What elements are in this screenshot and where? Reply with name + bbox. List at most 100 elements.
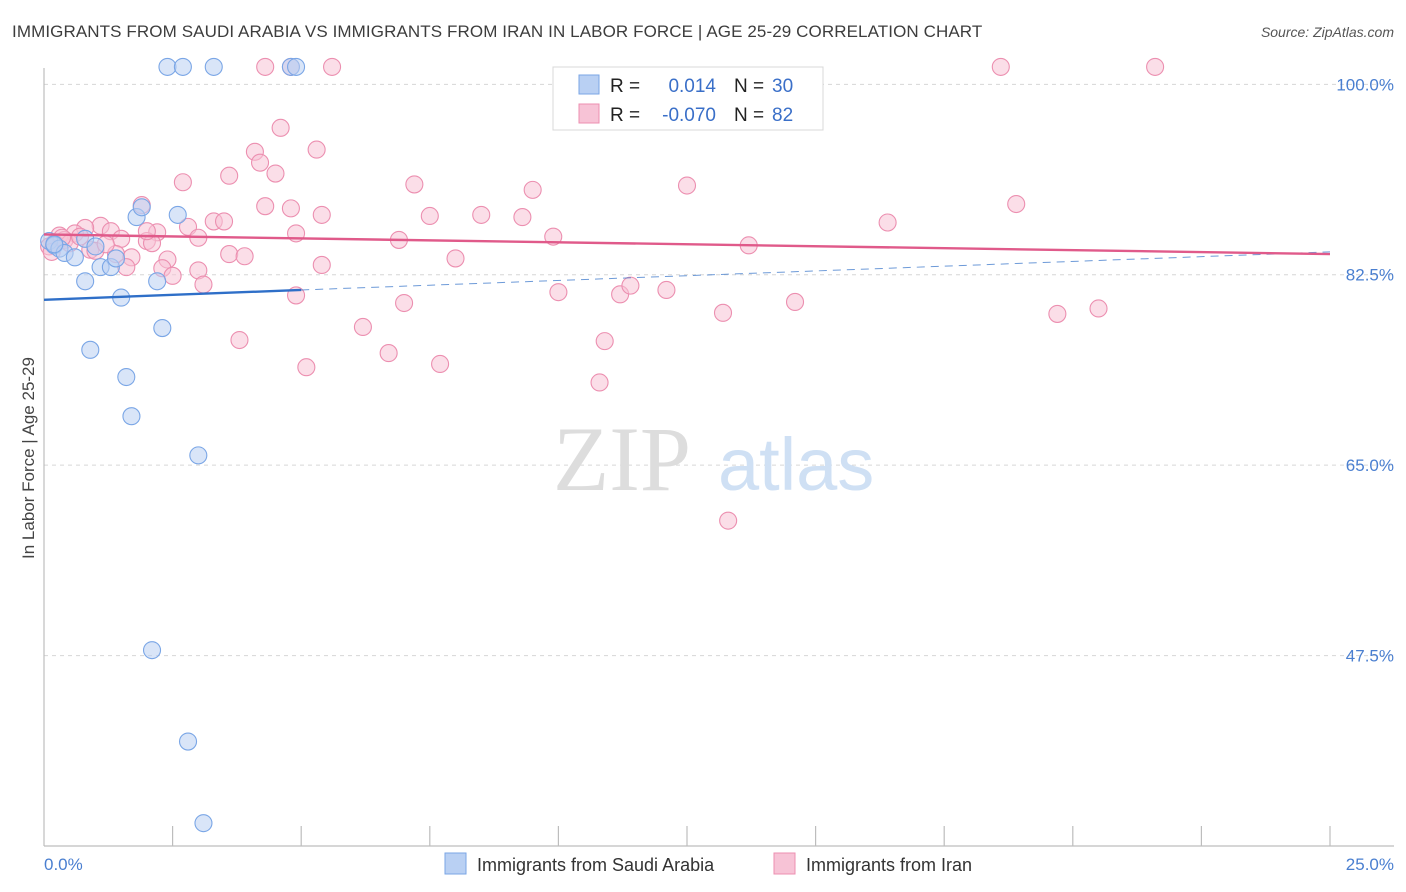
point-saudi-16 [132,198,151,217]
point-iran-13 [523,180,542,199]
point-iran-52 [163,266,182,285]
y-tick-label-2: 65.0% [1346,456,1394,475]
point-saudi-9 [65,248,84,267]
point-iran-70 [431,354,450,374]
data-points [40,57,1165,833]
stats-r-label-saudi: R = [610,76,640,97]
point-iran-58 [395,293,414,313]
point-saudi-0 [158,57,177,76]
watermark-zip: ZIP [553,408,691,510]
stats-swatch-iran [578,103,600,124]
point-saudi-4 [287,57,306,76]
bottom-legend: Immigrants from Saudi Arabia Immigrants … [444,852,972,875]
point-iran-56 [446,249,465,268]
point-iran-16 [256,197,275,216]
legend-swatch-iran [773,852,796,875]
x-tick-label-1: 25.0% [1346,855,1394,874]
trend-line-saudi-extension [301,251,1331,291]
point-iran-2 [323,57,342,76]
point-saudi-28 [194,814,213,833]
x-tick-label-0: 0.0% [44,855,83,874]
point-iran-8 [250,153,270,172]
chart-title: IMMIGRANTS FROM SAUDI ARABIA VS IMMIGRAN… [12,22,983,41]
legend-label-iran: Immigrants from Iran [806,855,972,875]
point-iran-12 [405,175,424,194]
point-iran-10 [266,164,285,183]
point-iran-67 [353,317,372,337]
point-iran-69 [379,344,398,363]
point-saudi-21 [153,319,172,338]
point-iran-21 [513,208,532,227]
y-tick-label-0: 100.0% [1336,75,1394,94]
point-iran-39 [544,227,563,246]
legend-label-saudi: Immigrants from Saudi Arabia [477,855,715,875]
point-iran-66 [1089,299,1108,318]
y-tick-label-3: 47.5% [1346,647,1394,666]
point-saudi-18 [76,272,95,291]
trend-line-saudi [43,288,302,301]
point-iran-62 [657,280,676,300]
point-iran-4 [1146,57,1165,76]
point-iran-73 [297,358,316,377]
point-iran-19 [420,206,439,226]
point-iran-65 [1048,304,1067,323]
point-iran-5 [271,118,290,137]
point-iran-68 [230,330,249,350]
point-iran-59 [549,283,568,302]
point-saudi-27 [178,732,198,751]
point-saudi-11 [86,237,105,256]
point-iran-6 [307,140,326,159]
stats-swatch-saudi [578,74,600,95]
stats-n-value-iran: 82 [772,105,793,126]
stats-r-value-iran: -0.070 [662,105,716,126]
stats-r-value-saudi: 0.014 [668,76,716,97]
point-saudi-23 [117,367,136,387]
axes [43,68,1394,847]
stats-n-value-saudi: 30 [772,76,793,97]
point-iran-18 [312,205,331,224]
x-tick-labels: 0.0% 25.0% [44,855,1394,874]
point-saudi-24 [122,407,141,426]
point-iran-23 [214,212,234,231]
watermark-atlas: atlas [718,423,874,506]
point-saudi-22 [81,340,100,359]
point-iran-0 [256,57,275,76]
point-iran-54 [194,275,213,294]
y-tick-labels: 100.0% 82.5% 65.0% 47.5% [1336,75,1394,665]
trend-lines [43,233,1331,301]
point-iran-17 [281,199,300,218]
point-iran-71 [595,332,614,351]
point-iran-32 [112,229,131,248]
stats-n-label-saudi: N = [734,76,764,97]
point-iran-11 [173,173,192,192]
point-iran-63 [785,292,805,311]
stats-r-label-iran: R = [610,105,640,126]
point-saudi-1 [173,57,192,76]
watermark: ZIP atlas [553,408,874,510]
point-iran-72 [590,373,609,392]
y-axis-label: In Labor Force | Age 25-29 [19,357,38,559]
y-tick-label-1: 82.5% [1346,266,1394,285]
point-saudi-14 [106,249,126,268]
trend-line-iran [43,233,1331,256]
point-iran-47 [220,245,239,264]
point-saudi-17 [168,205,187,224]
point-iran-41 [878,213,897,232]
point-iran-61 [621,276,640,295]
point-saudi-20 [148,272,167,291]
point-iran-3 [991,57,1010,76]
point-saudi-29 [45,235,64,254]
legend-swatch-saudi [444,852,467,875]
gridlines [44,83,1394,657]
point-iran-81 [235,247,254,266]
stats-legend: R = 0.014 N = 30 R = -0.070 N = 82 [552,66,824,131]
point-iran-55 [312,255,331,274]
point-iran-42 [1007,194,1026,214]
point-iran-14 [677,176,697,195]
x-axis-ticks [172,826,1331,846]
point-iran-74 [719,511,738,530]
point-saudi-25 [189,446,208,465]
point-iran-20 [472,205,491,224]
point-saudi-2 [204,57,223,76]
